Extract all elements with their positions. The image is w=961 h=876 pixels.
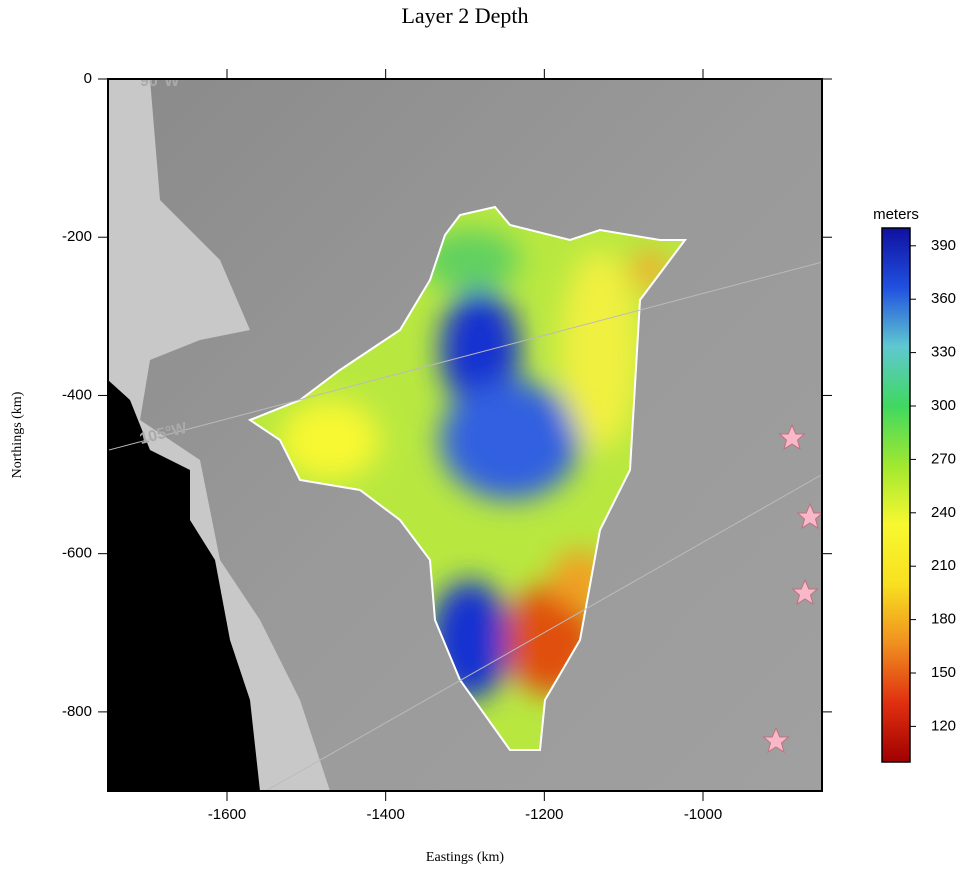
y-tick-label: 0 xyxy=(84,70,92,87)
colorbar-tick-label: 390 xyxy=(931,237,956,254)
colorbar-tick-label: 120 xyxy=(931,717,956,734)
y-tick-label: -800 xyxy=(62,703,92,720)
colorbar-label: meters xyxy=(873,206,919,223)
colorbar-tick-label: 240 xyxy=(931,504,956,521)
colorbar-tick-label: 360 xyxy=(931,290,956,307)
title: Layer 2 Depth xyxy=(401,3,528,28)
x-tick-label: -1400 xyxy=(366,806,404,823)
colorbar-tick-label: 180 xyxy=(931,611,956,628)
colorbar-tick-label: 270 xyxy=(931,450,956,467)
map-figure: Layer 2 Depth 105°W 90°W xyxy=(0,0,961,871)
colorbar-tick-label: 210 xyxy=(931,557,956,574)
graticule-label: 90°W xyxy=(140,73,180,90)
colorbar xyxy=(882,228,910,762)
x-tick-label: -1200 xyxy=(525,806,563,823)
basemap: 105°W 90°W xyxy=(90,73,830,800)
y-tick-label: -400 xyxy=(62,386,92,403)
colorbar-tick-label: 330 xyxy=(931,344,956,361)
colorbar-tick-label: 150 xyxy=(931,664,956,681)
colorbar-tick-label: 300 xyxy=(931,397,956,414)
y-tick-label: -600 xyxy=(62,545,92,562)
x-tick-label: -1000 xyxy=(684,806,722,823)
y-axis-label: Northings (km) xyxy=(10,391,25,478)
x-tick-label: -1600 xyxy=(208,806,246,823)
x-axis-label: Eastings (km) xyxy=(426,850,504,865)
y-tick-label: -200 xyxy=(62,228,92,245)
